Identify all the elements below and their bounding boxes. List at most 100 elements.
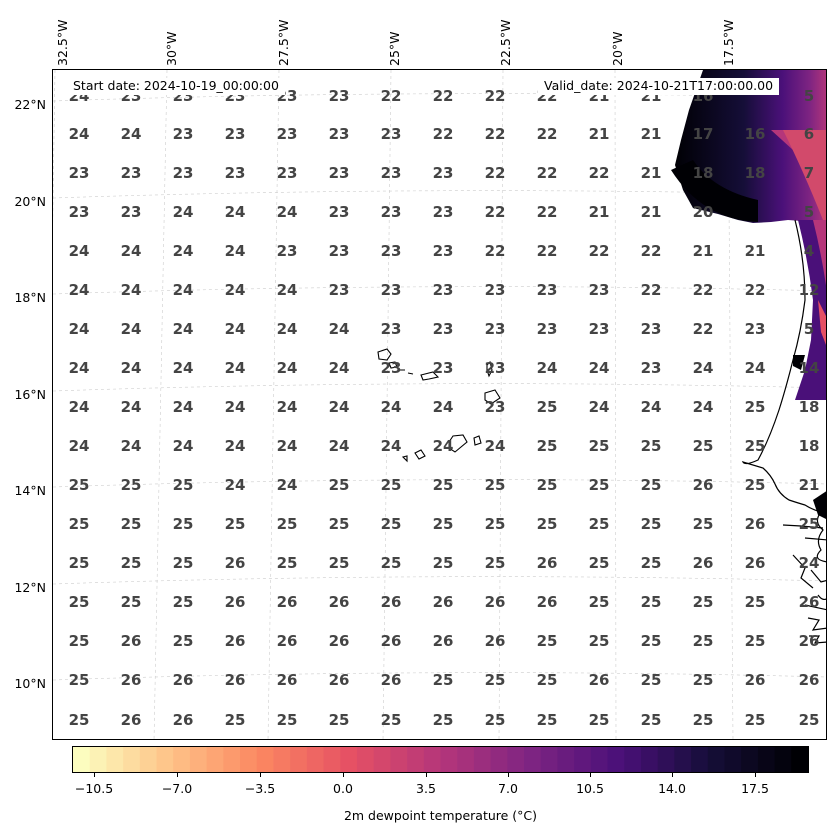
- grid-value-label: 17: [693, 125, 714, 143]
- grid-value-label: 25: [381, 711, 402, 729]
- lat-label-12n: 12°N: [14, 580, 46, 595]
- grid-value-label: 25: [433, 671, 454, 689]
- grid-value-label: 24: [745, 359, 766, 377]
- dewpoint-value-labels: 24 23 23 23 23 23 22 22 22 22 21 21 16 5 24 24 23 23 23 23 2…: [69, 87, 820, 729]
- grid-value-label: 24: [69, 242, 90, 260]
- grid-value-label: 23: [381, 203, 402, 221]
- colorbar-label: 2m dewpoint temperature (°C): [343, 808, 538, 823]
- grid-value-label: 22: [433, 87, 454, 105]
- grid-value-label: 24: [693, 359, 714, 377]
- grid-value-label: 26: [745, 554, 766, 572]
- grid-value-label: 21: [641, 125, 662, 143]
- colorbar-tick-mark: [426, 773, 427, 777]
- colorbar-step: [306, 747, 325, 772]
- grid-value-label: 23: [329, 242, 350, 260]
- colorbar-step: [624, 747, 642, 772]
- grid-value-label: 25: [173, 554, 194, 572]
- grid-value-label: 24: [225, 242, 246, 260]
- grid-value-label: 25: [537, 476, 558, 494]
- start-date-label: Start date: 2024-10-19_00:00:00: [67, 78, 285, 95]
- grid-value-label: 25: [69, 593, 90, 611]
- grid-value-label: 23: [381, 281, 402, 299]
- colorbar-tick-mark: [94, 773, 95, 777]
- grid-value-label: 22: [589, 164, 610, 182]
- grid-value-label: 24: [537, 359, 558, 377]
- grid-value-label: 23: [433, 359, 454, 377]
- grid-value-label: 24: [173, 281, 194, 299]
- grid-value-label: 26: [433, 632, 454, 650]
- grid-value-label: 26: [745, 671, 766, 689]
- grid-value-label: 24: [121, 281, 142, 299]
- colorbar-step: [574, 747, 592, 772]
- grid-value-label: 23: [329, 164, 350, 182]
- grid-value-label: 25: [589, 593, 610, 611]
- lon-label-30w: 30°W: [164, 31, 179, 66]
- grid-value-label: 25: [693, 437, 714, 455]
- grid-value-label: 23: [381, 320, 402, 338]
- colorbar-step: [240, 747, 258, 772]
- grid-value-label: 26: [589, 671, 610, 689]
- grid-value-label: 24: [225, 437, 246, 455]
- grid-value-label: 25: [69, 632, 90, 650]
- grid-value-label: 5: [804, 87, 814, 105]
- grid-value-label: 25: [485, 554, 506, 572]
- island-sal: [486, 360, 493, 378]
- colorbar-tick-mark: [755, 773, 756, 777]
- grid-value-label: 26: [277, 632, 298, 650]
- map-panel[interactable]: 24 23 23 23 23 23 22 22 22 22 21 21 16 5 24 24 23 23 23 23 2…: [52, 69, 827, 740]
- grid-value-label: 25: [329, 476, 350, 494]
- grid-value-label: 24: [121, 437, 142, 455]
- grid-value-label: 25: [173, 632, 194, 650]
- colorbar-step: [256, 747, 275, 772]
- colorbar-step: [373, 747, 391, 772]
- grid-value-label: 22: [537, 125, 558, 143]
- grid-value-label: 24: [173, 320, 194, 338]
- grid-value-label: 24: [69, 437, 90, 455]
- grid-value-label: 25: [69, 554, 90, 572]
- grid-value-label: 14: [799, 359, 820, 377]
- grid-value-label: 25: [277, 554, 298, 572]
- colorbar-tick-label: 17.5: [741, 781, 769, 796]
- lon-label-27-5w: 27.5°W: [276, 19, 291, 66]
- grid-value-label: 23: [69, 203, 90, 221]
- grid-value-label: 23: [641, 320, 662, 338]
- island-maio: [473, 435, 482, 446]
- grid-value-label: 26: [745, 515, 766, 533]
- grid-value-label: 25: [589, 632, 610, 650]
- grid-value-label: 22: [433, 125, 454, 143]
- grid-value-label: 22: [485, 125, 506, 143]
- grid-value-label: 24: [69, 320, 90, 338]
- grid-value-label: 25: [589, 515, 610, 533]
- grid-value-label: 24: [173, 437, 194, 455]
- grid-value-label: 23: [121, 164, 142, 182]
- colorbar-step: [156, 747, 174, 772]
- grid-value-label: 24: [69, 125, 90, 143]
- grid-value-label: 26: [173, 711, 194, 729]
- grid-value-label: 25: [329, 711, 350, 729]
- grid-value-label: 5: [804, 320, 814, 338]
- grid-value-label: 25: [173, 476, 194, 494]
- grid-value-label: 23: [277, 164, 298, 182]
- grid-value-label: 25: [537, 515, 558, 533]
- island-boa-vista: [484, 389, 501, 405]
- grid-value-label: 20: [693, 203, 714, 221]
- grid-value-label: 25: [589, 554, 610, 572]
- colorbar-step: [490, 747, 508, 772]
- grid-value-label: 23: [433, 242, 454, 260]
- grid-value-label: 25: [121, 554, 142, 572]
- grid-value-label: 24: [277, 437, 298, 455]
- colorbar-tick-mark: [343, 773, 344, 777]
- grid-value-label: 23: [433, 320, 454, 338]
- grid-value-label: 24: [225, 281, 246, 299]
- grid-value-label: 26: [799, 632, 820, 650]
- grid-value-label: 25: [69, 671, 90, 689]
- grid-value-label: 24: [121, 125, 142, 143]
- coastlines: [741, 219, 826, 644]
- lat-label-16n: 16°N: [14, 387, 46, 402]
- grid-value-label: 23: [277, 242, 298, 260]
- colorbar-step: [206, 747, 224, 772]
- grid-value-label: 24: [277, 320, 298, 338]
- grid-value-label: 24: [225, 398, 246, 416]
- grid-value-label: 25: [121, 515, 142, 533]
- grid-value-label: 26: [277, 671, 298, 689]
